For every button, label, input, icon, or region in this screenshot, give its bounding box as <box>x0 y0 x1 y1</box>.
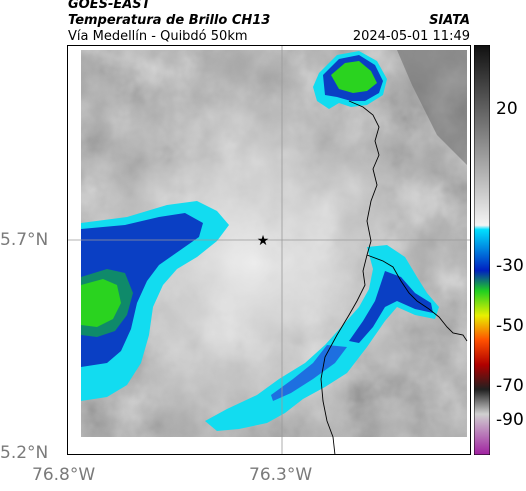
colorbar <box>474 45 490 455</box>
cloud-south-blue <box>349 271 433 343</box>
cloud-ne-green <box>331 61 377 93</box>
department-border <box>320 100 468 455</box>
colorbar-tick-label: 20 <box>496 99 518 119</box>
colorbar-tick-label: -30 <box>496 256 524 276</box>
x-tick-label: 76.8°W <box>32 465 96 485</box>
dark-gray-top-right <box>397 50 467 165</box>
colorbar-tick-label: -90 <box>496 410 524 430</box>
brightness-temperature-map: ★ <box>67 45 471 455</box>
agency-label: SIATA <box>429 13 470 28</box>
x-tick-label: 76.3°W <box>249 465 313 485</box>
colorbar-tick-label: -50 <box>496 316 524 336</box>
y-tick-label: 5.7°N <box>0 230 49 250</box>
region-subtitle: Vía Medellín - Quibdó 50km <box>68 29 248 44</box>
star-icon: ★ <box>257 233 270 249</box>
colorbar-tick-label: -70 <box>496 376 524 396</box>
cloud-left-green <box>81 279 121 327</box>
y-tick-label: 5.2°N <box>0 443 49 463</box>
colorbar-gradient <box>474 45 490 455</box>
cloud-south-blue-strip <box>271 345 347 401</box>
satellite-title: GOES-EAST <box>68 0 151 12</box>
product-title: Temperatura de Brillo CH13 <box>68 13 271 28</box>
map-frame <box>67 45 471 455</box>
datetime-label: 2024-05-01 11:49 <box>352 29 470 44</box>
